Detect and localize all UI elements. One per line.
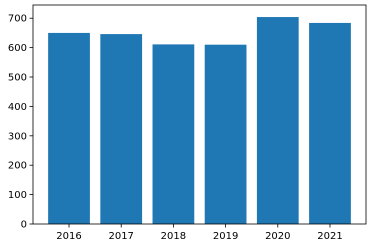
x-tick-label: 2021 bbox=[317, 231, 342, 242]
x-tick-label: 2017 bbox=[108, 231, 133, 242]
y-tick-label: 200 bbox=[8, 161, 27, 172]
x-tick-label: 2016 bbox=[56, 231, 81, 242]
x-tick-label: 2018 bbox=[161, 231, 186, 242]
y-tick-label: 400 bbox=[8, 102, 27, 113]
bar bbox=[204, 44, 247, 224]
y-tick-label: 0 bbox=[21, 220, 27, 231]
y-tick-label: 500 bbox=[8, 73, 27, 84]
bar bbox=[152, 44, 195, 225]
plot-frame bbox=[32, 4, 367, 225]
y-tick-label: 300 bbox=[8, 131, 27, 142]
y-tick-label: 600 bbox=[8, 43, 27, 54]
y-tick-label: 700 bbox=[8, 14, 27, 25]
x-tick-label: 2019 bbox=[213, 231, 238, 242]
y-tick-label: 100 bbox=[8, 190, 27, 201]
x-tick-label: 2020 bbox=[265, 231, 290, 242]
bar bbox=[309, 22, 351, 224]
bar bbox=[100, 34, 143, 224]
bar bbox=[256, 17, 299, 224]
bar bbox=[48, 32, 90, 224]
